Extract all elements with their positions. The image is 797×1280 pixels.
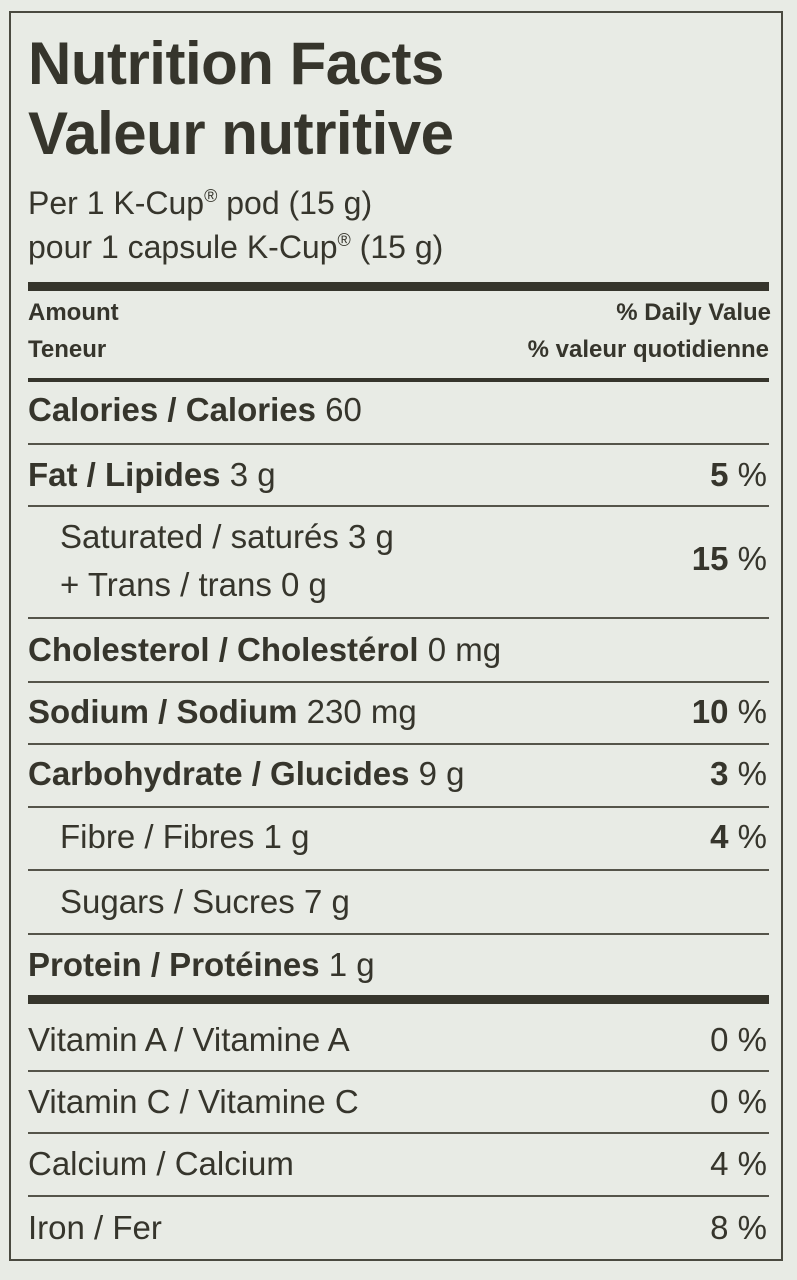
percent-sign: % xyxy=(737,693,767,730)
divider xyxy=(28,806,769,808)
saturated-label: Saturated / saturés 3 g xyxy=(60,518,394,555)
saturated-dv: 15 xyxy=(691,540,729,577)
trans-label: + Trans / trans 0 g xyxy=(60,566,327,603)
medium-divider xyxy=(28,378,769,382)
daily-value-label-en: % Daily Value xyxy=(616,299,771,326)
vitamin-c-label: Vitamin C / Vitamine C xyxy=(28,1083,359,1120)
divider xyxy=(28,681,769,683)
vitamin-c-dv: 0 % xyxy=(710,1083,767,1120)
fat-amount: 3 g xyxy=(229,456,276,493)
sodium-dv: 10 xyxy=(691,693,729,730)
percent-sign: % xyxy=(737,540,767,577)
divider xyxy=(28,933,769,935)
amount-label-en: Amount xyxy=(28,299,119,326)
percent-sign: % xyxy=(737,818,767,855)
thick-divider xyxy=(28,995,769,1004)
carbohydrate-amount: 9 g xyxy=(418,755,465,792)
protein-amount: 1 g xyxy=(328,946,375,983)
serving-en-rest: pod (15 g) xyxy=(217,185,373,221)
serving-size-fr: pour 1 capsule K-Cup® (15 g) xyxy=(28,229,443,265)
protein-label: Protein / Protéines xyxy=(28,946,320,983)
divider xyxy=(28,1070,769,1072)
divider xyxy=(28,869,769,871)
divider xyxy=(28,443,769,445)
divider xyxy=(28,1132,769,1134)
divider xyxy=(28,1195,769,1197)
row-saturated: Saturated / saturés 3 g + Trans / trans … xyxy=(28,518,769,608)
serving-fr-text: pour 1 capsule K-Cup xyxy=(28,229,338,265)
vitamin-a-dv: 0 % xyxy=(710,1021,767,1058)
sugars-label: Sugars / Sucres 7 g xyxy=(60,883,350,920)
carbohydrate-dv: 3 xyxy=(710,755,729,792)
fibre-label: Fibre / Fibres 1 g xyxy=(60,818,310,855)
carbohydrate-label: Carbohydrate / Glucides xyxy=(28,755,410,792)
divider xyxy=(28,743,769,745)
title-fr: Valeur nutritive xyxy=(28,100,454,167)
vitamin-a-label: Vitamin A / Vitamine A xyxy=(28,1021,350,1058)
percent-sign: % xyxy=(737,456,767,493)
iron-dv: 8 % xyxy=(710,1209,767,1246)
amount-label-fr: Teneur xyxy=(28,336,107,363)
calcium-label: Calcium / Calcium xyxy=(28,1145,294,1182)
registered-mark: ® xyxy=(337,230,351,250)
daily-value-label-fr: % valeur quotidienne xyxy=(527,336,769,363)
iron-label: Iron / Fer xyxy=(28,1209,162,1246)
calcium-dv: 4 % xyxy=(710,1145,767,1182)
sodium-label: Sodium / Sodium xyxy=(28,693,298,730)
label-border xyxy=(9,11,783,1261)
sodium-amount: 230 mg xyxy=(306,693,417,730)
cholesterol-amount: 0 mg xyxy=(427,631,502,668)
divider xyxy=(28,617,769,619)
serving-fr-rest: (15 g) xyxy=(350,229,444,265)
fat-label: Fat / Lipides xyxy=(28,456,221,493)
title-en: Nutrition Facts xyxy=(28,30,444,97)
divider xyxy=(28,505,769,507)
serving-en-text: Per 1 K-Cup xyxy=(28,185,205,221)
calories-amount: 60 xyxy=(325,391,362,428)
fat-dv: 5 xyxy=(710,456,729,493)
fibre-dv: 4 xyxy=(710,818,729,855)
registered-mark: ® xyxy=(204,186,218,206)
cholesterol-label: Cholesterol / Cholestérol xyxy=(28,631,419,668)
serving-size-en: Per 1 K-Cup® pod (15 g) xyxy=(28,185,372,221)
calories-label: Calories / Calories xyxy=(28,391,316,428)
thick-divider xyxy=(28,282,769,291)
percent-sign: % xyxy=(737,755,767,792)
